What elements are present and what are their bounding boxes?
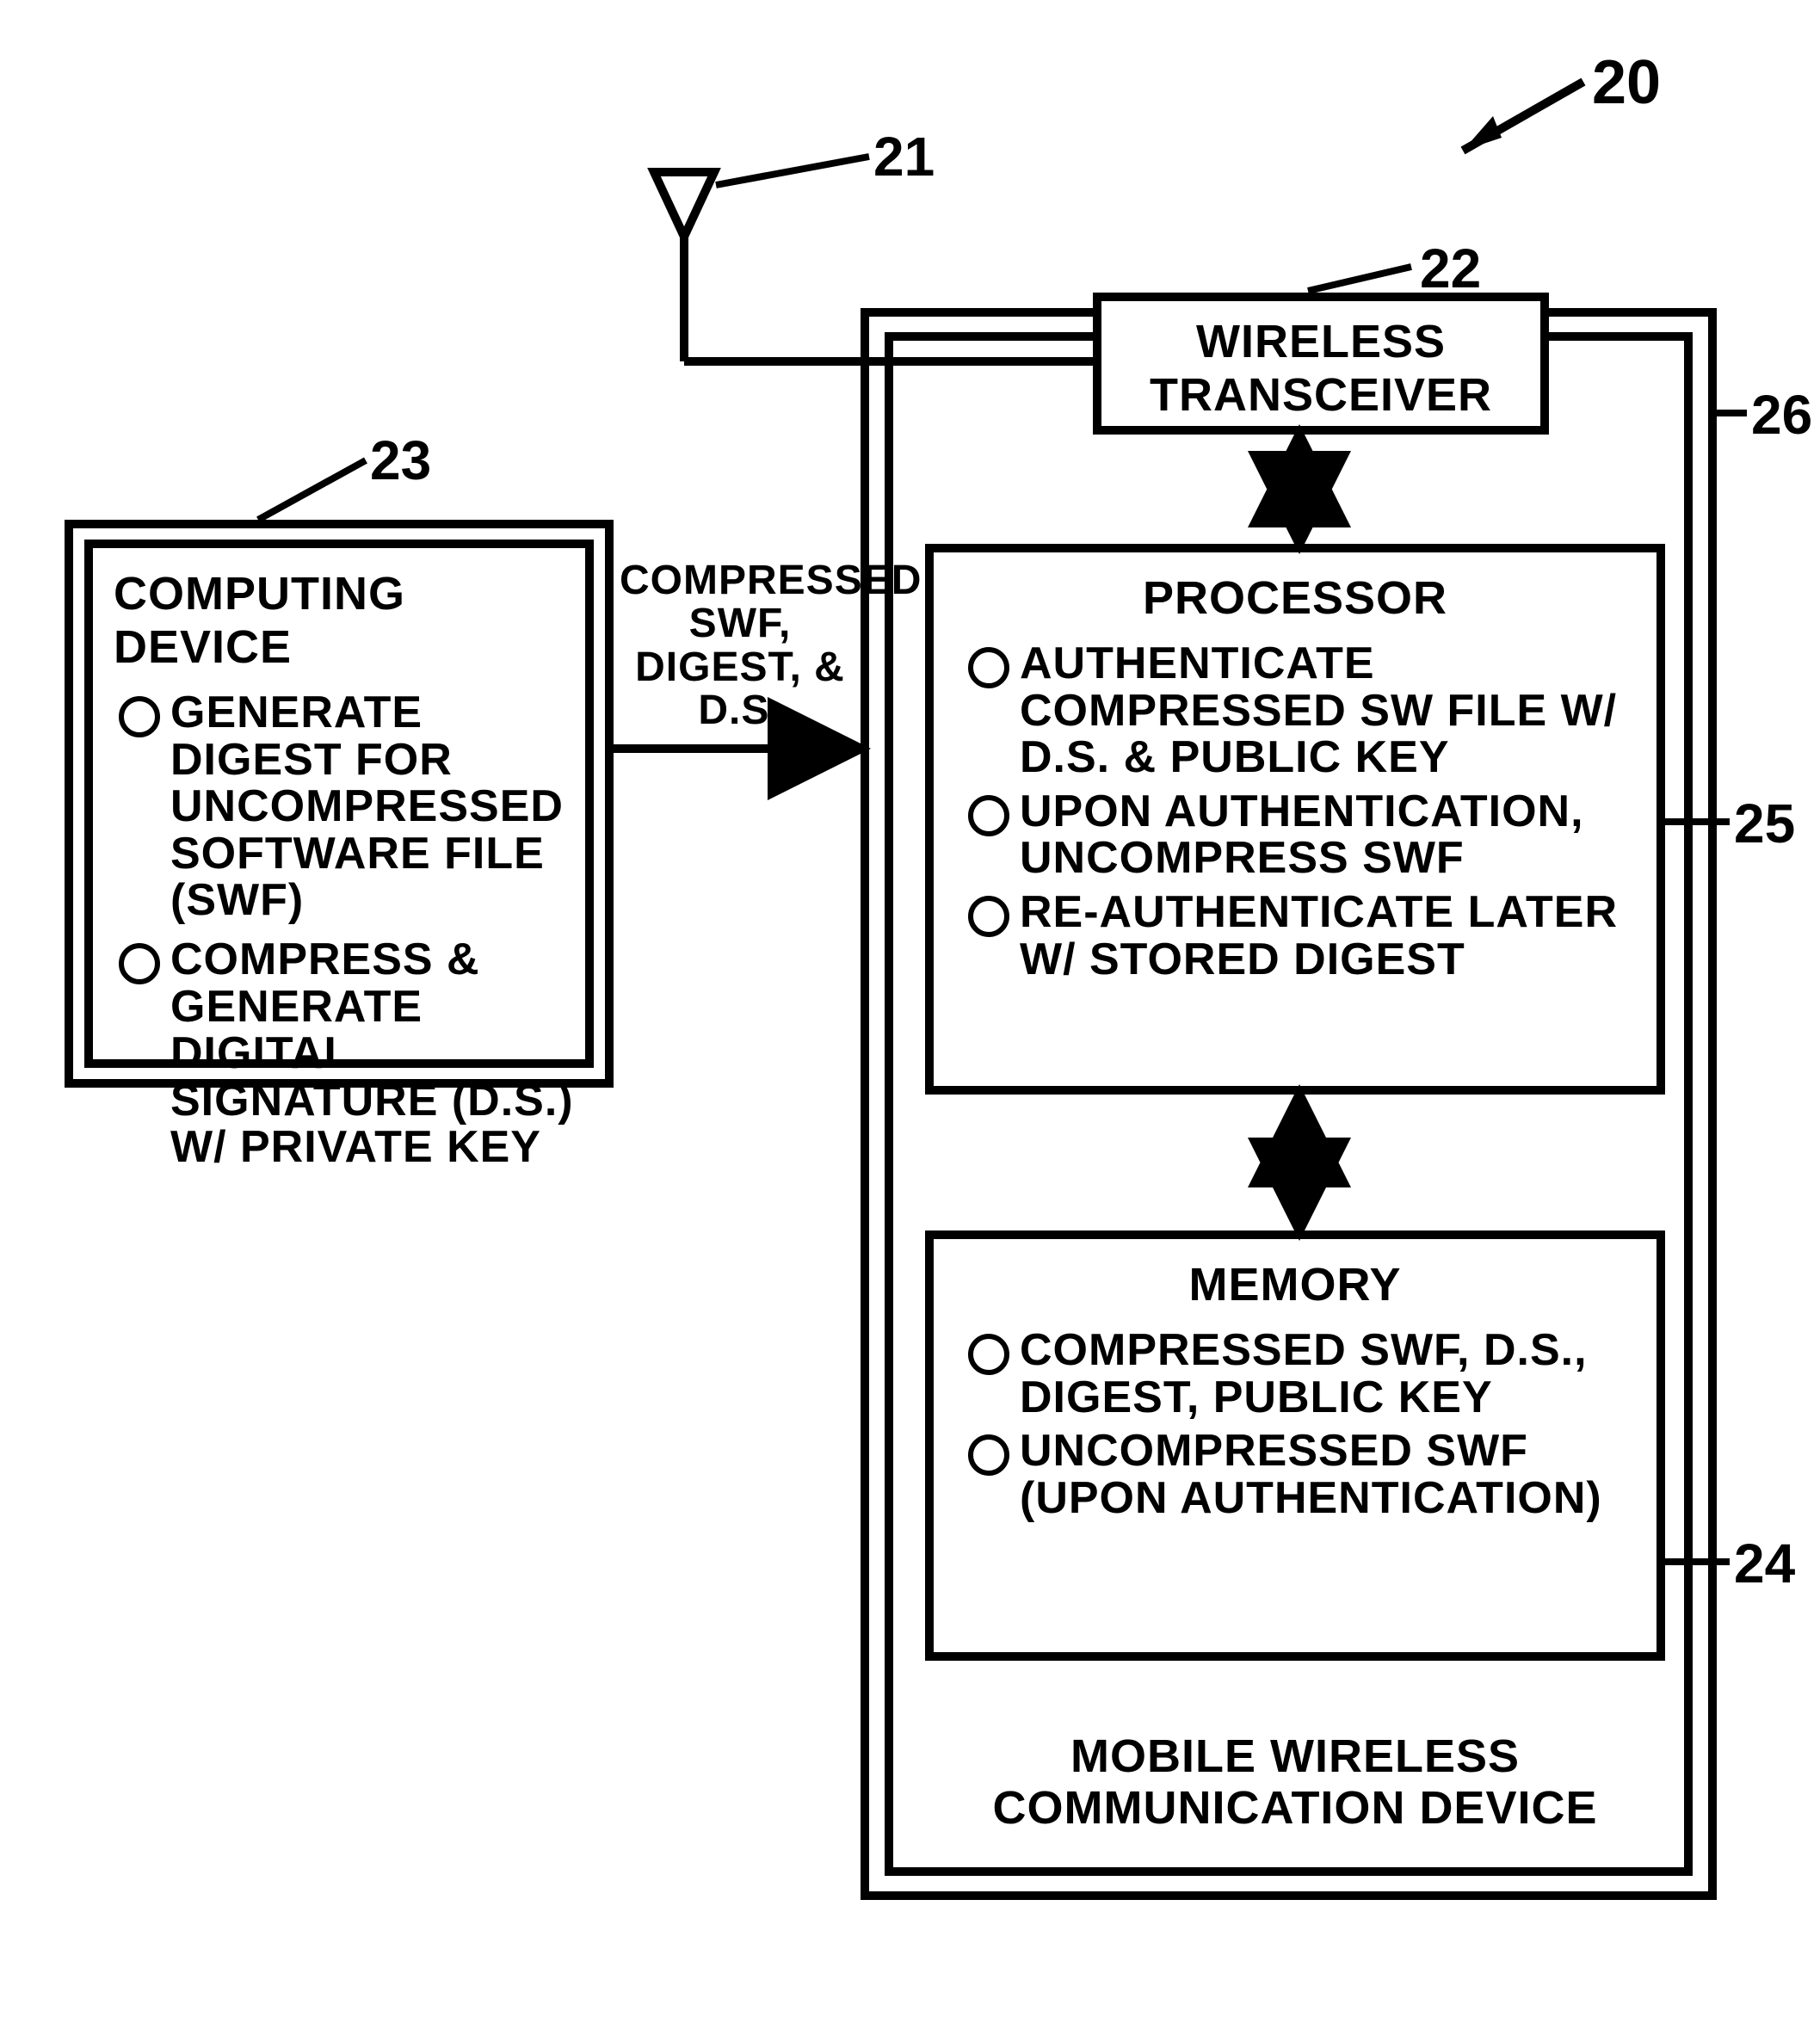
- computing-bullets: GENERATE DIGEST FOR UNCOMPRESSED SOFTWAR…: [93, 689, 585, 1171]
- computing-bullet-2: COMPRESS & GENERATE DIGITAL SIGNATURE (D…: [110, 936, 577, 1171]
- transceiver-box: WIRELESS TRANSCEIVER: [1093, 293, 1549, 435]
- label-25: 25: [1734, 792, 1795, 855]
- mobile-title-2: COMMUNICATION DEVICE: [925, 1781, 1665, 1835]
- transfer-line3: DIGEST, & D.S.: [620, 646, 861, 733]
- transceiver-line2: TRANSCEIVER: [1101, 368, 1540, 422]
- memory-box: MEMORY COMPRESSED SWF, D.S., DIGEST, PUB…: [925, 1230, 1665, 1661]
- label-21: 21: [873, 125, 935, 188]
- leader-20: [1463, 82, 1583, 151]
- memory-bullet-1: COMPRESSED SWF, D.S., DIGEST, PUBLIC KEY: [959, 1327, 1639, 1421]
- processor-bullet-3: RE-AUTHENTICATE LATER W/ STORED DIGEST: [959, 889, 1639, 983]
- label-23: 23: [370, 429, 431, 492]
- leader-21: [716, 157, 869, 185]
- leader-23: [258, 460, 366, 520]
- processor-bullets: AUTHENTICATE COMPRESSED SW FILE W/ D.S. …: [934, 640, 1657, 983]
- label-22: 22: [1420, 237, 1481, 300]
- label-20: 20: [1592, 47, 1661, 118]
- processor-box: PROCESSOR AUTHENTICATE COMPRESSED SW FIL…: [925, 544, 1665, 1095]
- transfer-line2: SWF,: [620, 602, 861, 645]
- mobile-title-1: MOBILE WIRELESS: [925, 1730, 1665, 1783]
- processor-bullet-1: AUTHENTICATE COMPRESSED SW FILE W/ D.S. …: [959, 640, 1639, 781]
- processor-title: PROCESSOR: [934, 571, 1657, 625]
- label-26: 26: [1751, 383, 1812, 447]
- transfer-label: COMPRESSED SWF, DIGEST, & D.S.: [620, 559, 861, 733]
- leader-22: [1308, 267, 1411, 291]
- memory-title: MEMORY: [934, 1258, 1657, 1311]
- computing-title: COMPUTING DEVICE: [114, 567, 585, 674]
- computing-device-inner: COMPUTING DEVICE GENERATE DIGEST FOR UNC…: [84, 540, 594, 1068]
- memory-bullets: COMPRESSED SWF, D.S., DIGEST, PUBLIC KEY…: [934, 1327, 1657, 1521]
- label-24: 24: [1734, 1532, 1795, 1595]
- memory-bullet-2: UNCOMPRESSED SWF (UPON AUTHENTICATION): [959, 1428, 1639, 1521]
- computing-bullet-1: GENERATE DIGEST FOR UNCOMPRESSED SOFTWAR…: [110, 689, 577, 924]
- processor-bullet-2: UPON AUTHENTICATION, UNCOMPRESS SWF: [959, 788, 1639, 882]
- transceiver-line1: WIRELESS: [1101, 315, 1540, 368]
- transfer-line1: COMPRESSED: [620, 559, 861, 602]
